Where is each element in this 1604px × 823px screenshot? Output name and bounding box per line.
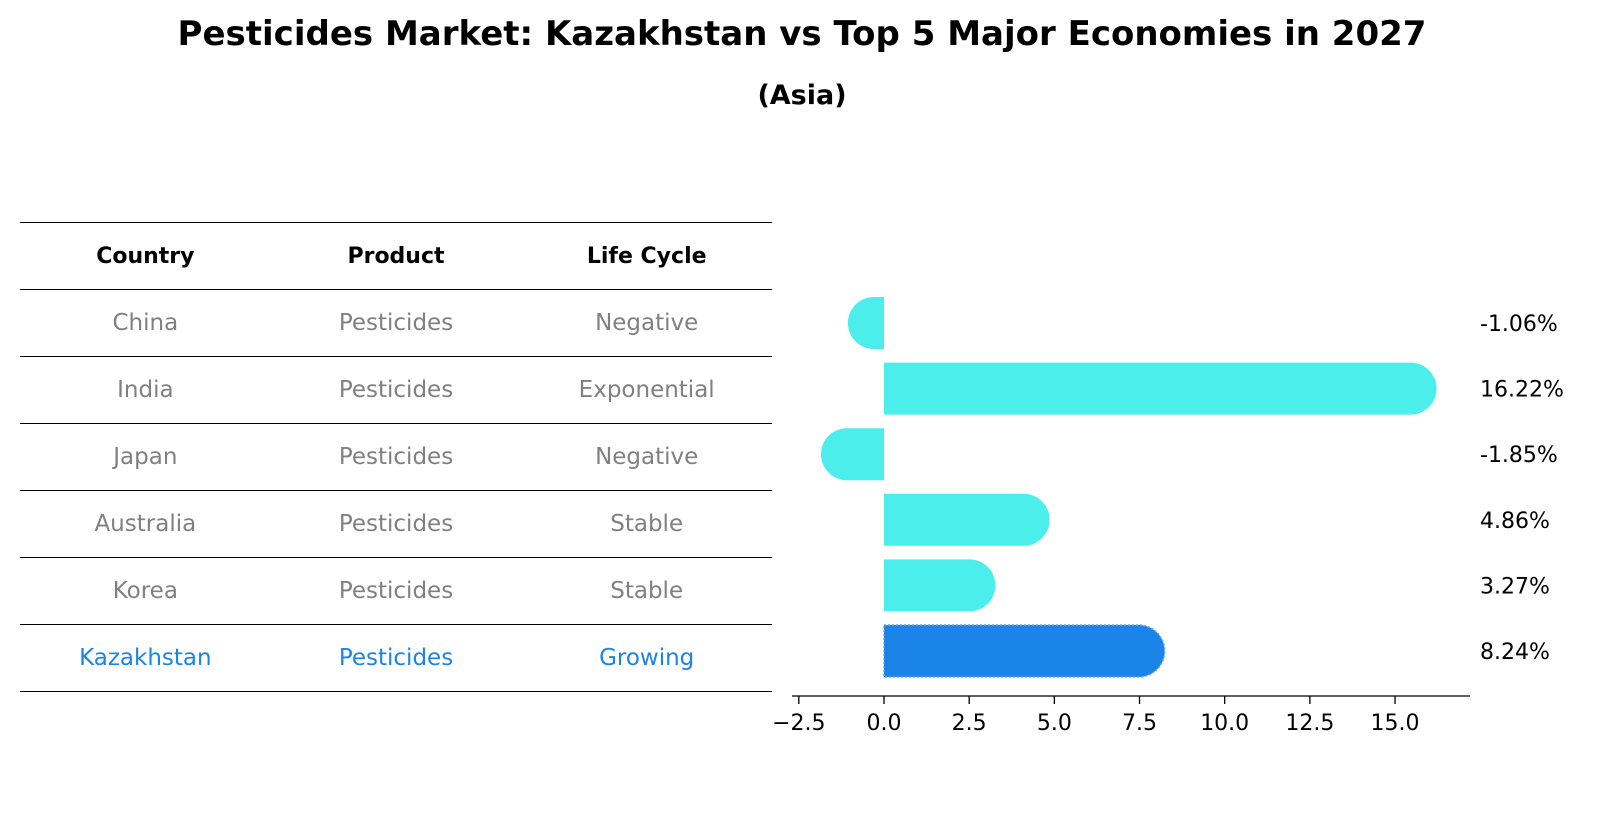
bar-korea xyxy=(883,559,996,612)
value-label-japan: -1.85% xyxy=(1480,443,1558,468)
country-cell: Japan xyxy=(113,444,178,470)
chart-subtitle: (Asia) xyxy=(757,80,847,111)
x-tick-label: 10.0 xyxy=(1200,711,1249,736)
table-row: China Pesticides Negative xyxy=(20,289,772,356)
country-cell: China xyxy=(112,310,179,336)
life-cycle-cell: Stable xyxy=(610,578,684,604)
product-cell: Pesticides xyxy=(338,578,454,604)
life-cycle-cell: Negative xyxy=(595,444,699,470)
table-row: Japan Pesticides Negative xyxy=(20,423,772,490)
x-tick-label: 5.0 xyxy=(1037,711,1072,736)
life-cycle-cell: Stable xyxy=(610,511,684,537)
value-label-korea: 3.27% xyxy=(1480,574,1550,599)
life-cycle-cell: Negative xyxy=(595,310,699,336)
table-header-row: Country Product Life Cycle xyxy=(20,222,772,289)
life-cycle-cell: Exponential xyxy=(578,377,715,403)
country-cell: Kazakhstan xyxy=(79,645,212,671)
x-tick-label: 15.0 xyxy=(1371,711,1420,736)
table-row-highlight: Kazakhstan Pesticides Growing xyxy=(20,624,772,692)
table-row: Australia Pesticides Stable xyxy=(20,490,772,557)
x-tick-label: 7.5 xyxy=(1122,711,1157,736)
product-cell: Pesticides xyxy=(338,444,454,470)
column-header-product: Product xyxy=(347,243,445,269)
country-cell: Australia xyxy=(94,511,197,537)
value-label-kazakhstan: 8.24% xyxy=(1480,640,1550,665)
bar-australia xyxy=(883,493,1050,546)
chart-title: Pesticides Market: Kazakhstan vs Top 5 M… xyxy=(177,14,1427,54)
x-tick-label: 0.0 xyxy=(866,711,901,736)
country-cell: India xyxy=(117,377,174,403)
x-tick-label: 2.5 xyxy=(952,711,987,736)
product-cell: Pesticides xyxy=(338,310,454,336)
x-tick-label: −2.5 xyxy=(772,711,825,736)
table-row: India Pesticides Exponential xyxy=(20,356,772,423)
x-tick-label: 12.5 xyxy=(1285,711,1334,736)
column-header-life-cycle: Life Cycle xyxy=(586,243,707,269)
bar-kazakhstan xyxy=(883,624,1166,678)
product-cell: Pesticides xyxy=(338,645,454,671)
country-cell: Korea xyxy=(112,578,178,604)
value-label-australia: 4.86% xyxy=(1480,509,1550,534)
bar-japan xyxy=(820,428,884,481)
value-label-india: 16.22% xyxy=(1480,378,1564,403)
bar-china xyxy=(847,297,884,349)
product-cell: Pesticides xyxy=(338,511,454,537)
product-cell: Pesticides xyxy=(338,377,454,403)
life-cycle-cell: Growing xyxy=(599,645,695,671)
market-table: Country Product Life Cycle China Pestici… xyxy=(20,222,772,692)
column-header-country: Country xyxy=(96,243,195,269)
bar-india xyxy=(883,362,1437,415)
table-row: Korea Pesticides Stable xyxy=(20,557,772,624)
value-label-china: -1.06% xyxy=(1480,312,1558,337)
